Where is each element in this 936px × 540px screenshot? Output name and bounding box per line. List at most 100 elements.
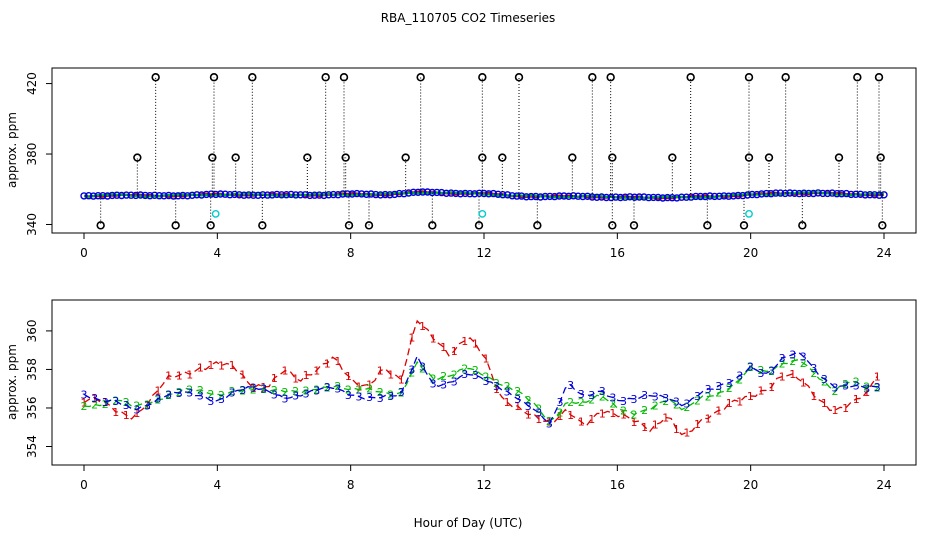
baseline-point [635, 193, 643, 201]
outlier-point [608, 221, 617, 230]
series-2-marker: 2 [546, 415, 553, 428]
series-2-marker: 2 [599, 391, 606, 404]
baseline-point [532, 192, 540, 201]
series-3-marker: 3 [387, 390, 394, 403]
outlier-point [478, 153, 487, 162]
baseline-point [306, 191, 314, 200]
series-3-marker: 3 [567, 379, 574, 392]
baseline-point [583, 192, 592, 201]
series-1-marker: 1 [641, 421, 648, 434]
bottom-panel-y-axis: 354 356 358 360 [25, 319, 53, 458]
series-3-marker: 3 [557, 396, 564, 409]
x-tick-label: 8 [347, 246, 355, 260]
series-1-marker: 1 [430, 333, 437, 346]
series-2-marker: 2 [324, 381, 331, 394]
series-1-marker: 1 [197, 361, 204, 374]
y-tick-label: 358 [25, 358, 39, 381]
outlier-point [321, 73, 330, 82]
baseline-point [362, 190, 371, 199]
baseline-point [146, 191, 154, 200]
series-1-marker: 1 [218, 360, 225, 373]
series-1-marker: 1 [398, 374, 405, 387]
series-3-marker: 3 [419, 361, 426, 374]
baseline-point [607, 193, 615, 202]
series-1-marker: 1 [504, 396, 511, 409]
baseline-point [574, 192, 582, 200]
outlier-point [606, 73, 615, 82]
baseline-point [616, 193, 625, 202]
baseline-point [677, 193, 686, 201]
series-1-marker: 1 [186, 368, 193, 381]
baseline-point [522, 193, 531, 201]
series-1-marker: 1 [535, 413, 542, 426]
y-tick-label: 356 [25, 397, 39, 420]
baseline-point [188, 191, 196, 200]
series-1-marker: 1 [609, 407, 616, 420]
series-3-marker: 3 [197, 390, 204, 403]
series-3-marker: 3 [451, 376, 458, 389]
outlier-point [151, 73, 160, 82]
series-2-marker: 2 [451, 369, 458, 382]
baseline-point [315, 191, 323, 199]
series-3-marker: 3 [144, 400, 151, 413]
baseline-point [334, 190, 342, 199]
series-2-marker: 2 [218, 389, 225, 402]
baseline-point [687, 193, 695, 201]
baseline-point [527, 192, 535, 201]
series-1-marker: 1 [863, 386, 870, 399]
outlier-point [514, 73, 524, 82]
series-1-marker: 1 [324, 357, 331, 370]
x-tick-label: 4 [214, 478, 222, 492]
baseline-point [640, 193, 648, 201]
series-3-marker: 3 [546, 417, 553, 430]
baseline-point [390, 190, 399, 199]
y-tick-label: 420 [25, 72, 39, 95]
series-3-marker: 3 [229, 386, 236, 399]
baseline-point [164, 191, 173, 200]
series-2-marker: 2 [641, 404, 648, 417]
series-3-marker: 3 [165, 389, 172, 402]
baseline-point [814, 189, 822, 197]
baseline-point [461, 189, 469, 198]
series-3-marker: 3 [123, 399, 130, 412]
series-1-marker: 1 [588, 413, 595, 426]
series-2-marker: 2 [821, 375, 828, 388]
baseline-point [353, 189, 361, 198]
baseline-point [513, 192, 521, 200]
series-3-marker: 3 [282, 393, 289, 406]
baseline-point [668, 193, 676, 202]
baseline-point [870, 191, 879, 199]
outlier-point [874, 73, 884, 82]
baseline-point [221, 190, 229, 198]
baseline-point [682, 193, 691, 201]
baseline-point [103, 192, 112, 200]
series-3-marker: 3 [599, 385, 606, 398]
baseline-point [80, 192, 88, 200]
series-2-marker: 2 [387, 389, 394, 402]
outlier-point [231, 153, 240, 162]
baseline-point [447, 189, 455, 197]
series-3-marker: 3 [832, 382, 839, 395]
outlier-point [416, 73, 425, 82]
baseline-point [89, 192, 98, 200]
baseline-point [626, 193, 634, 201]
series-2-marker: 2 [440, 370, 447, 383]
baseline-point [800, 189, 808, 197]
series-3-marker: 3 [747, 360, 754, 373]
series-1-marker: 1 [567, 409, 574, 422]
series-2-marker: 2 [863, 381, 870, 394]
series-1-marker: 1 [440, 341, 447, 354]
series-3-marker: 3 [176, 387, 183, 400]
series-1-marker: 1 [271, 372, 278, 385]
baseline-point [452, 189, 460, 198]
baseline-point [823, 189, 832, 198]
top-panel-y-axis: 340 380 420 [25, 72, 53, 236]
outlier-point [798, 221, 807, 230]
baseline-point [861, 191, 869, 199]
series-3-marker: 3 [207, 395, 214, 408]
series-2-marker: 2 [800, 357, 807, 370]
y-tick-label: 380 [25, 143, 39, 166]
outlier-point [744, 73, 754, 82]
baseline-point [852, 190, 860, 199]
